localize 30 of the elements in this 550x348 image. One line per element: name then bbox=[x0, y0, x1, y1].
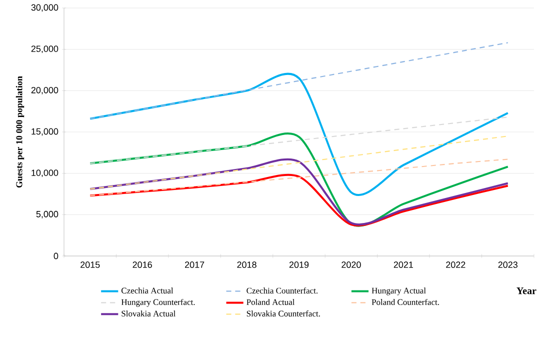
y-tick-label: 5,000 bbox=[36, 210, 58, 218]
legend-label: Poland Actual bbox=[246, 298, 295, 305]
x-tick-label: 2022 bbox=[446, 262, 466, 268]
y-axis-title: Guests per 10 000 population bbox=[16, 76, 24, 188]
y-tick-label: 30,000 bbox=[31, 4, 58, 12]
x-tick-label: 2023 bbox=[498, 262, 518, 268]
x-tick-label: 2020 bbox=[342, 262, 361, 268]
x-tick-label: 2018 bbox=[237, 262, 256, 268]
line-series bbox=[90, 42, 508, 120]
legend-label: Hungary Counterfact. bbox=[121, 298, 195, 307]
line-series bbox=[90, 116, 508, 164]
legend-label: Poland Counterfact. bbox=[372, 298, 439, 306]
x-axis-title: Year bbox=[516, 288, 536, 294]
x-tick-label: 2019 bbox=[289, 262, 309, 268]
legend-label: Czechia Counterfact. bbox=[246, 287, 318, 294]
legend-label: Czechia Actual bbox=[122, 288, 174, 294]
y-tick-label: 10,000 bbox=[32, 170, 58, 178]
x-tick-label: 2015 bbox=[80, 262, 100, 268]
x-tick-label: 2016 bbox=[132, 262, 152, 268]
y-tick-label: 20,000 bbox=[31, 86, 58, 94]
y-tick-label: 15,000 bbox=[32, 128, 58, 136]
legend-label: Hungary Actual bbox=[372, 288, 426, 296]
legend-label: Slovakia Actual bbox=[122, 310, 176, 316]
y-tick-label: 0 bbox=[54, 252, 58, 260]
line-series bbox=[90, 158, 508, 196]
legend-label: Slovakia Counterfact. bbox=[246, 310, 320, 317]
x-tick-label: 2017 bbox=[185, 262, 204, 268]
line-series bbox=[90, 136, 508, 190]
y-tick-label: 25,000 bbox=[31, 46, 58, 54]
x-tick-label: 2021 bbox=[394, 262, 413, 268]
